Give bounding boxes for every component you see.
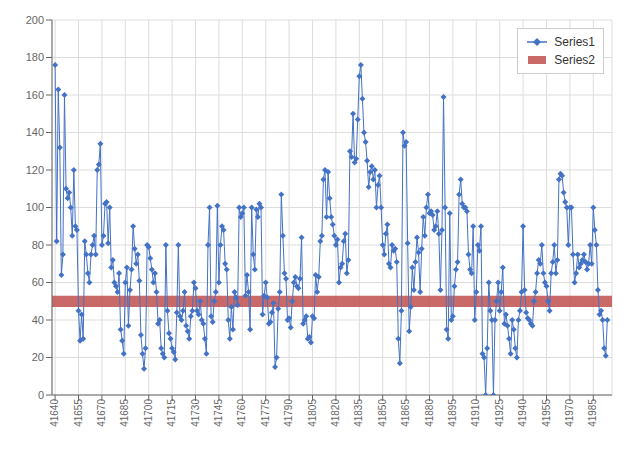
svg-text:180: 180 — [26, 51, 44, 63]
svg-text:100: 100 — [26, 201, 44, 213]
svg-text:41805: 41805 — [307, 399, 318, 427]
svg-text:41970: 41970 — [564, 399, 575, 427]
svg-text:160: 160 — [26, 89, 44, 101]
svg-text:41685: 41685 — [119, 399, 130, 427]
svg-text:200: 200 — [26, 14, 44, 26]
svg-text:41760: 41760 — [236, 399, 247, 427]
svg-text:40: 40 — [32, 314, 44, 326]
svg-text:0: 0 — [38, 389, 44, 401]
html-text:Series1: Series1 — [554, 35, 595, 49]
svg-text:41955: 41955 — [541, 399, 552, 427]
svg-text:20: 20 — [32, 351, 44, 363]
svg-text:41745: 41745 — [213, 399, 224, 427]
svg-text:41715: 41715 — [166, 399, 177, 427]
svg-text:41655: 41655 — [73, 399, 84, 427]
svg-text:41790: 41790 — [283, 399, 294, 427]
svg-text:41865: 41865 — [400, 399, 411, 427]
svg-text:41895: 41895 — [447, 399, 458, 427]
svg-text:41820: 41820 — [330, 399, 341, 427]
svg-text:41700: 41700 — [143, 399, 154, 427]
svg-text:41850: 41850 — [377, 399, 388, 427]
svg-text:41835: 41835 — [353, 399, 364, 427]
svg-text:41880: 41880 — [424, 399, 435, 427]
svg-text:41640: 41640 — [49, 399, 60, 427]
svg-text:41775: 41775 — [260, 399, 271, 427]
svg-text:80: 80 — [32, 239, 44, 251]
svg-text:41985: 41985 — [587, 399, 598, 427]
svg-text:140: 140 — [26, 126, 44, 138]
svg-text:41910: 41910 — [470, 399, 481, 427]
svg-text:41940: 41940 — [517, 399, 528, 427]
html-text:Series2: Series2 — [554, 53, 595, 67]
svg-text:41670: 41670 — [96, 399, 107, 427]
svg-text:41730: 41730 — [190, 399, 201, 427]
svg-text:60: 60 — [32, 276, 44, 288]
svg-text:41925: 41925 — [494, 399, 505, 427]
svg-text:120: 120 — [26, 164, 44, 176]
